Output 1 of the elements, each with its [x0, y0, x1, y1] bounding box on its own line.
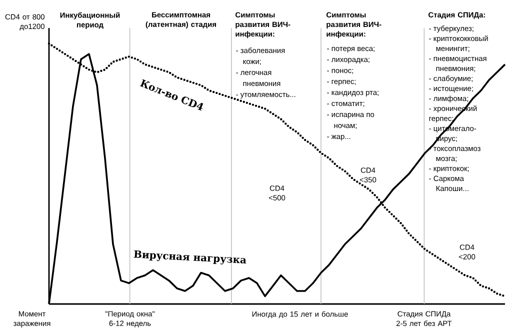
series-label: Вирусная нагрузка: [134, 250, 246, 264]
